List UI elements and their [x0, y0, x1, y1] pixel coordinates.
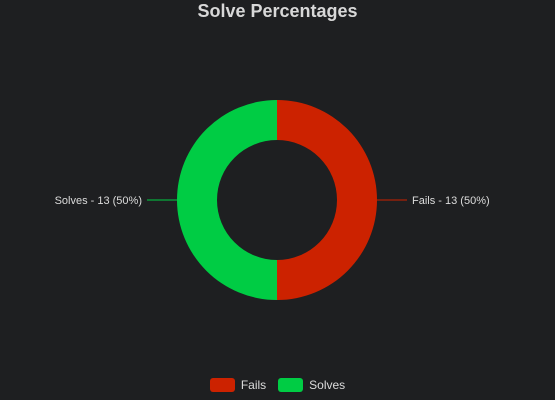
slice-label-solves: Solves - 13 (50%)	[55, 195, 142, 207]
slices-group	[177, 100, 377, 300]
legend-label-fails: Fails	[240, 378, 267, 392]
legend-item-fails[interactable]: Fails	[209, 378, 267, 392]
legend-item-solves[interactable]: Solves	[278, 378, 345, 392]
chart-title: Solve Percentages	[197, 1, 358, 21]
slice-fails[interactable]	[277, 100, 377, 300]
slice-solves[interactable]	[177, 100, 277, 300]
legend-label-solves: Solves	[309, 378, 346, 392]
labels-group: Fails - 13 (50%) Solves - 13 (50%)	[55, 195, 490, 207]
slice-label-fails: Fails - 13 (50%)	[412, 195, 490, 207]
legend-swatch-fails	[209, 378, 235, 392]
chart-legend: Fails Solves	[0, 378, 555, 392]
legend-swatch-solves	[278, 378, 304, 392]
